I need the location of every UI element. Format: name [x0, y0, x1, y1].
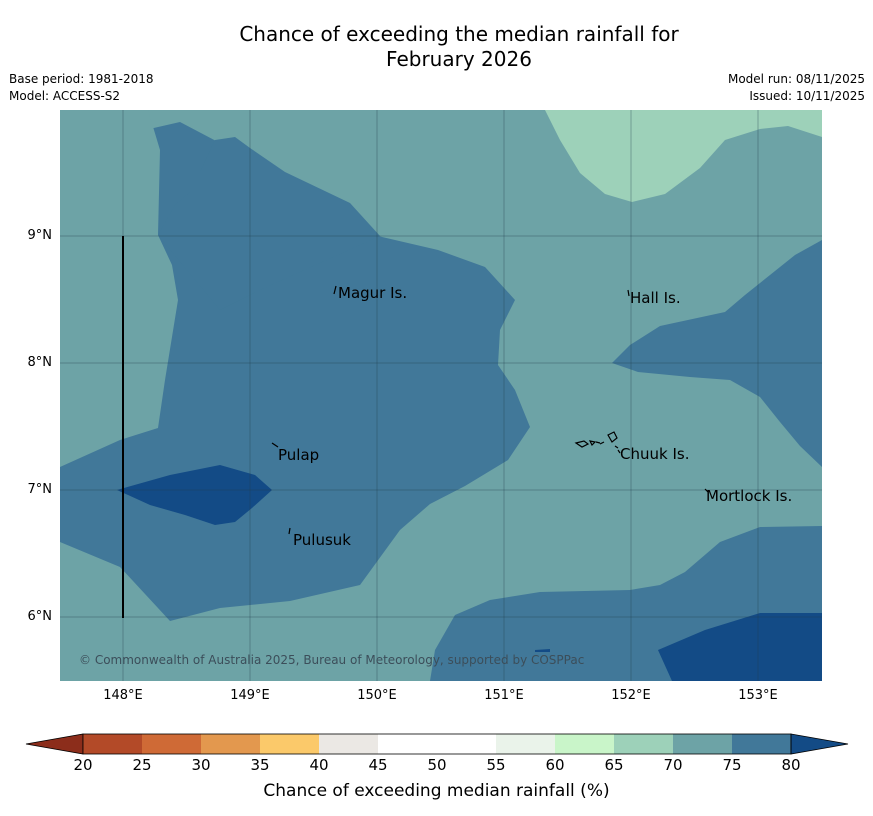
cb-tick-25: 25: [132, 756, 152, 774]
band-over-80-southeast: [658, 613, 822, 681]
copyright-notice: © Commonwealth of Australia 2025, Bureau…: [79, 653, 585, 667]
colorbar-35-40: [260, 734, 319, 754]
colorbar-55-60: [496, 734, 555, 754]
colorbar-outline: [82, 733, 792, 755]
title-line-2: February 2026: [386, 47, 532, 71]
model-run: Model run: 08/11/2025: [727, 72, 865, 86]
meta-left: Base period: 1981-2018 Model: ACCESS-S2: [9, 71, 154, 105]
colorbar-70-75: [673, 734, 732, 754]
colorbar-60-65: [555, 734, 614, 754]
label-magur: Magur Is.: [338, 284, 408, 302]
colorbar-75-80: [732, 734, 791, 754]
cb-tick-70: 70: [663, 756, 683, 774]
map-title: Chance of exceeding the median rainfall …: [0, 22, 873, 72]
label-chuuk: Chuuk Is.: [620, 445, 690, 463]
label-pulap: Pulap: [278, 446, 320, 464]
meta-right: Model run: 08/11/2025 Issued: 10/11/2025: [728, 71, 865, 105]
model-name: Model: ACCESS-S2: [9, 89, 121, 103]
cb-tick-20: 20: [73, 756, 93, 774]
band-70-75-west-strip: [60, 110, 178, 467]
lon-tick-151: 151°E: [484, 688, 524, 703]
colorbar-45-50: [378, 734, 437, 754]
lat-tick-6: 6°N: [27, 609, 53, 624]
colorbar-20-25: [83, 734, 142, 754]
colorbar: [25, 733, 849, 755]
label-mortlock: Mortlock Is.: [706, 487, 793, 505]
cb-tick-55: 55: [486, 756, 506, 774]
title-line-1: Chance of exceeding the median rainfall …: [239, 22, 679, 46]
cb-tick-50: 50: [427, 756, 447, 774]
band-over-80-west: [117, 465, 272, 525]
band-75-80-east: [612, 240, 822, 467]
label-hall: Hall Is.: [630, 289, 681, 307]
colorbar-30-35: [201, 734, 260, 754]
band-75-80-north-lobe: [158, 137, 380, 310]
lon-tick-152: 152°E: [611, 688, 651, 703]
lon-tick-153: 153°E: [738, 688, 778, 703]
cb-tick-35: 35: [250, 756, 270, 774]
issued-date: Issued: 10/11/2025: [749, 89, 865, 103]
lat-tick-7: 7°N: [27, 482, 53, 497]
magur-island-shape: [333, 285, 337, 295]
cb-tick-40: 40: [309, 756, 329, 774]
band-65-70-north: [545, 110, 822, 202]
lon-tick-148: 148°E: [103, 688, 143, 703]
band-over-80-spot: [535, 649, 550, 652]
colorbar-40-45: [319, 734, 378, 754]
cb-tick-80: 80: [781, 756, 801, 774]
label-pulusuk: Pulusuk: [293, 531, 351, 549]
chuuk-island-shapes: [574, 431, 621, 454]
cb-tick-45: 45: [368, 756, 388, 774]
lat-tick-9: 9°N: [27, 228, 53, 243]
pulap-island-shape: [271, 442, 279, 448]
lat-tick-8: 8°N: [27, 355, 53, 370]
colorbar-under-arrow: [25, 733, 84, 755]
colorbar-25-30: [142, 734, 201, 754]
cb-tick-75: 75: [722, 756, 742, 774]
cb-tick-30: 30: [191, 756, 211, 774]
mortlock-island-shape: [704, 488, 709, 493]
rainfall-map: [60, 110, 822, 681]
hall-island-shape: [627, 289, 630, 297]
lon-tick-149: 149°E: [230, 688, 270, 703]
cb-tick-65: 65: [604, 756, 624, 774]
base-period: Base period: 1981-2018: [9, 72, 154, 86]
island-shapes: [271, 285, 709, 535]
colorbar-65-70: [614, 734, 673, 754]
pulusuk-island-shape: [288, 527, 291, 535]
lon-tick-150: 150°E: [357, 688, 397, 703]
cb-tick-60: 60: [545, 756, 565, 774]
colorbar-50-55: [437, 734, 496, 754]
colorbar-over-arrow: [790, 733, 849, 755]
colorbar-label: Chance of exceeding median rainfall (%): [263, 781, 610, 801]
